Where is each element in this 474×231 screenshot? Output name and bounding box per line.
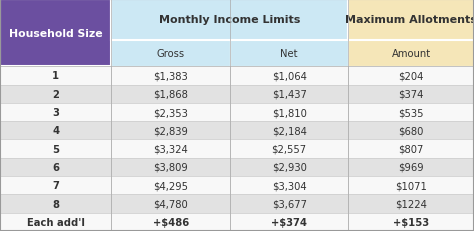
Bar — [348, 103, 474, 122]
Bar — [0, 0, 111, 67]
Bar — [0, 140, 111, 158]
Bar — [111, 213, 230, 231]
Text: $535: $535 — [399, 108, 424, 118]
Bar — [111, 0, 348, 40]
Bar — [230, 195, 348, 213]
Text: $4,780: $4,780 — [153, 199, 188, 209]
Text: $2,353: $2,353 — [153, 108, 188, 118]
Bar — [348, 195, 474, 213]
Bar — [0, 195, 111, 213]
Bar — [0, 158, 111, 176]
Text: $1224: $1224 — [395, 199, 427, 209]
Text: Household Size: Household Size — [9, 28, 102, 39]
Text: $1,064: $1,064 — [272, 71, 307, 81]
Bar — [111, 158, 230, 176]
Text: +$486: +$486 — [153, 217, 189, 227]
Text: $374: $374 — [399, 89, 424, 99]
Bar — [348, 67, 474, 85]
Bar — [348, 0, 474, 40]
Bar — [0, 176, 111, 195]
Text: 2: 2 — [52, 89, 59, 99]
Bar — [0, 213, 111, 231]
Bar — [111, 195, 230, 213]
Bar — [230, 40, 348, 67]
Text: $2,184: $2,184 — [272, 126, 307, 136]
Bar — [111, 122, 230, 140]
Text: $1,437: $1,437 — [272, 89, 307, 99]
Text: $807: $807 — [399, 144, 424, 154]
Text: 8: 8 — [52, 199, 59, 209]
Text: $3,809: $3,809 — [153, 162, 188, 172]
Text: $4,295: $4,295 — [153, 180, 188, 190]
Text: Monthly Income Limits: Monthly Income Limits — [159, 15, 301, 25]
Text: Maximum Allotments: Maximum Allotments — [345, 15, 474, 25]
Text: Amount: Amount — [392, 49, 431, 59]
Text: Each add'l: Each add'l — [27, 217, 85, 227]
Bar — [348, 176, 474, 195]
Bar — [348, 40, 474, 67]
Bar — [111, 85, 230, 103]
Bar — [111, 176, 230, 195]
Text: 7: 7 — [52, 180, 59, 190]
Text: +$153: +$153 — [393, 217, 429, 227]
Text: 4: 4 — [52, 126, 59, 136]
Text: $2,839: $2,839 — [153, 126, 188, 136]
Text: $3,677: $3,677 — [272, 199, 307, 209]
Text: 5: 5 — [52, 144, 59, 154]
Bar — [111, 103, 230, 122]
Text: $1,810: $1,810 — [272, 108, 307, 118]
Bar — [348, 122, 474, 140]
Bar — [230, 122, 348, 140]
Bar — [348, 85, 474, 103]
Text: $3,324: $3,324 — [153, 144, 188, 154]
Text: Net: Net — [281, 49, 298, 59]
Text: $3,304: $3,304 — [272, 180, 307, 190]
Text: $969: $969 — [398, 162, 424, 172]
Text: $1071: $1071 — [395, 180, 427, 190]
Text: $1,868: $1,868 — [153, 89, 188, 99]
Bar — [230, 176, 348, 195]
Bar — [0, 103, 111, 122]
Bar — [230, 140, 348, 158]
Text: 6: 6 — [52, 162, 59, 172]
Bar — [230, 67, 348, 85]
Bar — [0, 85, 111, 103]
Bar — [0, 122, 111, 140]
Text: Gross: Gross — [156, 49, 185, 59]
Text: $680: $680 — [399, 126, 424, 136]
Text: $204: $204 — [399, 71, 424, 81]
Bar — [111, 67, 230, 85]
Bar — [348, 213, 474, 231]
Text: $2,930: $2,930 — [272, 162, 307, 172]
Text: 1: 1 — [52, 71, 59, 81]
Bar — [348, 158, 474, 176]
Bar — [111, 140, 230, 158]
Text: $1,383: $1,383 — [153, 71, 188, 81]
Text: $2,557: $2,557 — [272, 144, 307, 154]
Bar — [230, 103, 348, 122]
Bar — [348, 140, 474, 158]
Bar — [230, 158, 348, 176]
Bar — [230, 213, 348, 231]
Text: 3: 3 — [52, 108, 59, 118]
Bar — [111, 40, 230, 67]
Text: +$374: +$374 — [271, 217, 307, 227]
Bar — [0, 67, 111, 85]
Bar — [230, 85, 348, 103]
